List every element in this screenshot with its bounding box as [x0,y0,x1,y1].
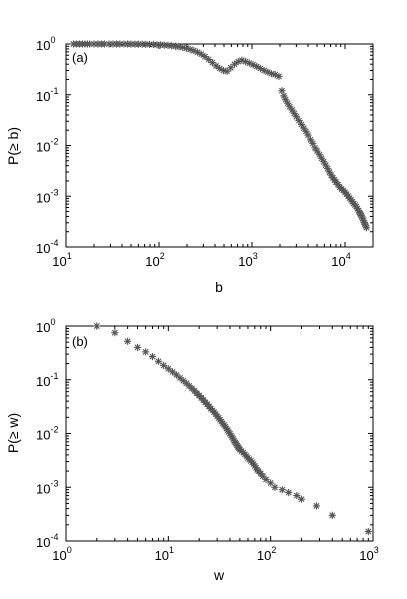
x-tick-exponent-a: 2 [160,251,165,261]
data-point-b [262,475,270,483]
data-point-b [154,357,163,365]
y-tick-exponent-b: -3 [50,478,58,488]
y-tick-exponent-a: -3 [50,187,58,197]
data-point-a [278,87,286,95]
data-point-a [219,66,228,75]
y-tick-exponent-a: -1 [50,86,58,96]
data-point-b [297,495,306,503]
x-tick-label-a: 103 [238,251,257,269]
y-tick-exponent-b: 0 [50,317,55,327]
data-point-a [227,64,235,72]
data-point-a [313,147,321,155]
x-tick-label-b: 103 [359,545,378,563]
data-point-b [168,368,177,376]
data-point-a [197,50,205,58]
data-point-b [312,502,321,510]
data-point-b [172,371,181,379]
data-point-a [362,224,371,232]
y-axis-label-a: P(≥ b) [5,127,21,165]
markers-b [93,322,372,536]
data-point-a [182,44,190,52]
data-point-b [148,352,157,361]
y-tick-label-a: 10-3 [36,187,58,205]
y-tick-label-a: 10-2 [36,137,58,155]
x-tick-exponent-b: 0 [67,545,72,555]
y-tick-label-b: 100 [36,317,55,335]
plot-frame-a [65,43,374,248]
y-tick-label-b: 10-3 [36,478,58,496]
data-point-a [86,40,94,48]
y-tick-exponent-a: -4 [50,238,58,248]
x-tick-exponent-b: 2 [271,545,276,555]
x-tick-label-b: 100 [52,545,71,563]
data-point-a [212,62,220,70]
data-point-b [328,511,336,519]
plot-frame-b [65,325,374,542]
tick-labels-b: 100 101 102 103 100 10-1 10-2 10-3 1 0 -4 [36,317,379,563]
x-tick-exponent-b: 3 [374,545,379,555]
tick-labels-a: 101 102 103 104 100 10-1 10-2 10-3 1 0 -4 [36,35,351,269]
y-tick-exponent-b: -1 [50,371,58,381]
y-tick-exponent-a: -2 [50,137,58,147]
y-tick-label-b: 10-2 [36,425,58,443]
y-tick-exponent-a: 0 [50,35,55,45]
y-tick-exponent-b: -4 [50,532,58,542]
ticks-a [65,43,374,248]
data-point-b [133,343,142,351]
panel-label-b: (b) [72,334,88,349]
data-point-a [275,72,283,80]
x-tick-exponent-a: 1 [67,251,72,261]
data-point-a [297,120,306,129]
data-point-b [142,348,150,356]
x-axis-label-b: w [213,567,225,583]
data-point-b [293,491,301,500]
x-tick-label-b: 102 [257,545,276,563]
data-point-b [364,527,372,536]
y-tick-label-b: 10-1 [36,371,58,389]
x-axis-label-a: b [215,279,223,295]
data-point-a [292,113,300,121]
data-point-b [271,483,279,491]
y-tick-exponent-b: -2 [50,425,58,435]
data-point-b [164,365,172,373]
x-tick-exponent-b: 1 [169,545,174,555]
data-point-a [306,136,315,144]
x-tick-label-a: 102 [145,251,164,269]
data-point-b [124,337,132,345]
y-tick-label-a: 10-1 [36,86,58,104]
data-point-a [295,116,303,125]
data-point-b [285,488,293,497]
data-point-a [201,52,209,61]
y-tick-label-a: 100 [36,35,55,53]
y-axis-label-b: P(≥ w) [5,413,21,453]
x-tick-label-a: 101 [52,251,71,269]
x-tick-exponent-a: 4 [346,251,351,261]
x-tick-exponent-a: 3 [253,251,258,261]
data-point-a [249,61,257,69]
data-point-b [93,322,101,330]
chart-b: 100 101 102 103 100 10-1 10-2 10-3 1 0 -4 (b) w P(… [5,317,379,583]
data-point-b [111,329,119,337]
data-point-a [286,103,294,111]
x-tick-label-a: 104 [331,251,350,269]
data-point-b [278,486,286,494]
data-point-a [100,40,109,48]
chart-a: 101 102 103 104 100 10-1 10-2 10-3 1 0 -4 (a) b P(… [5,35,374,295]
x-tick-label-b: 101 [155,545,174,563]
panel-label-a: (a) [72,50,88,65]
data-point-b [160,361,168,369]
data-point-a [230,60,239,68]
markers-a [69,40,371,232]
ticks-b [65,325,374,542]
